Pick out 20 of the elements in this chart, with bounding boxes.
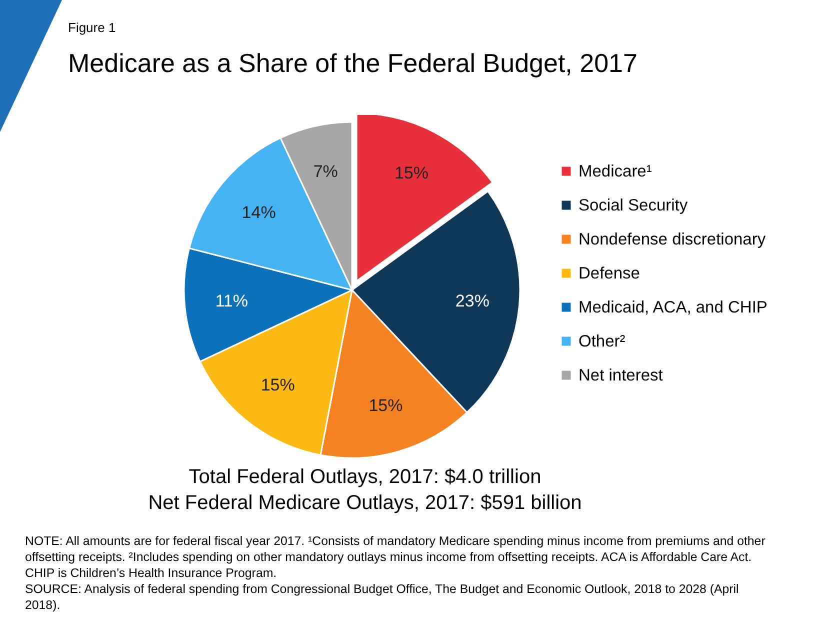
- data-label: 23%: [455, 291, 490, 310]
- legend-label: Medicaid, ACA, and CHIP: [578, 298, 768, 316]
- data-label: 14%: [242, 202, 276, 222]
- data-label: 15%: [260, 376, 295, 395]
- source-note: SOURCE: Analysis of federal spending from Congressional Budget Office, The Budget and Economic Outlook, 2018 to 2028 (April 2018).: [25, 581, 740, 613]
- legend-label: Defense: [578, 264, 640, 282]
- data-label: 15%: [394, 163, 428, 182]
- chart-title: Medicare as a Share of the Federal Budget, 2017: [68, 48, 638, 79]
- text: Total Federal Outlays, 2017: $4.0 trillion: [188, 466, 542, 489]
- data-label: 15%: [368, 396, 403, 416]
- legend-label: Net interest: [578, 366, 664, 384]
- legend-label: Other²: [578, 332, 626, 350]
- legend-label: Medicare¹: [578, 162, 652, 180]
- caption: Figure 1: [68, 20, 116, 35]
- data-label: 11%: [215, 291, 248, 310]
- text: NOTE: All amounts are for federal fiscal year 2017. ¹Consists of mandatory Medicare spending minus income from premiums and other offsetting receipts. ²Includes spending on other mandatory outlays minus income from offsetting receipts. ACA is Affordable Care Act. CHIP is Children’s Health Insurance Program.: [25, 533, 766, 581]
- legend-label: Nondefense discretionary: [578, 230, 766, 248]
- legend-label: Social Security: [578, 196, 688, 214]
- text: Net Federal Medicare Outlays, 2017: $591 billion: [147, 492, 583, 515]
- data-label: 7%: [313, 162, 338, 181]
